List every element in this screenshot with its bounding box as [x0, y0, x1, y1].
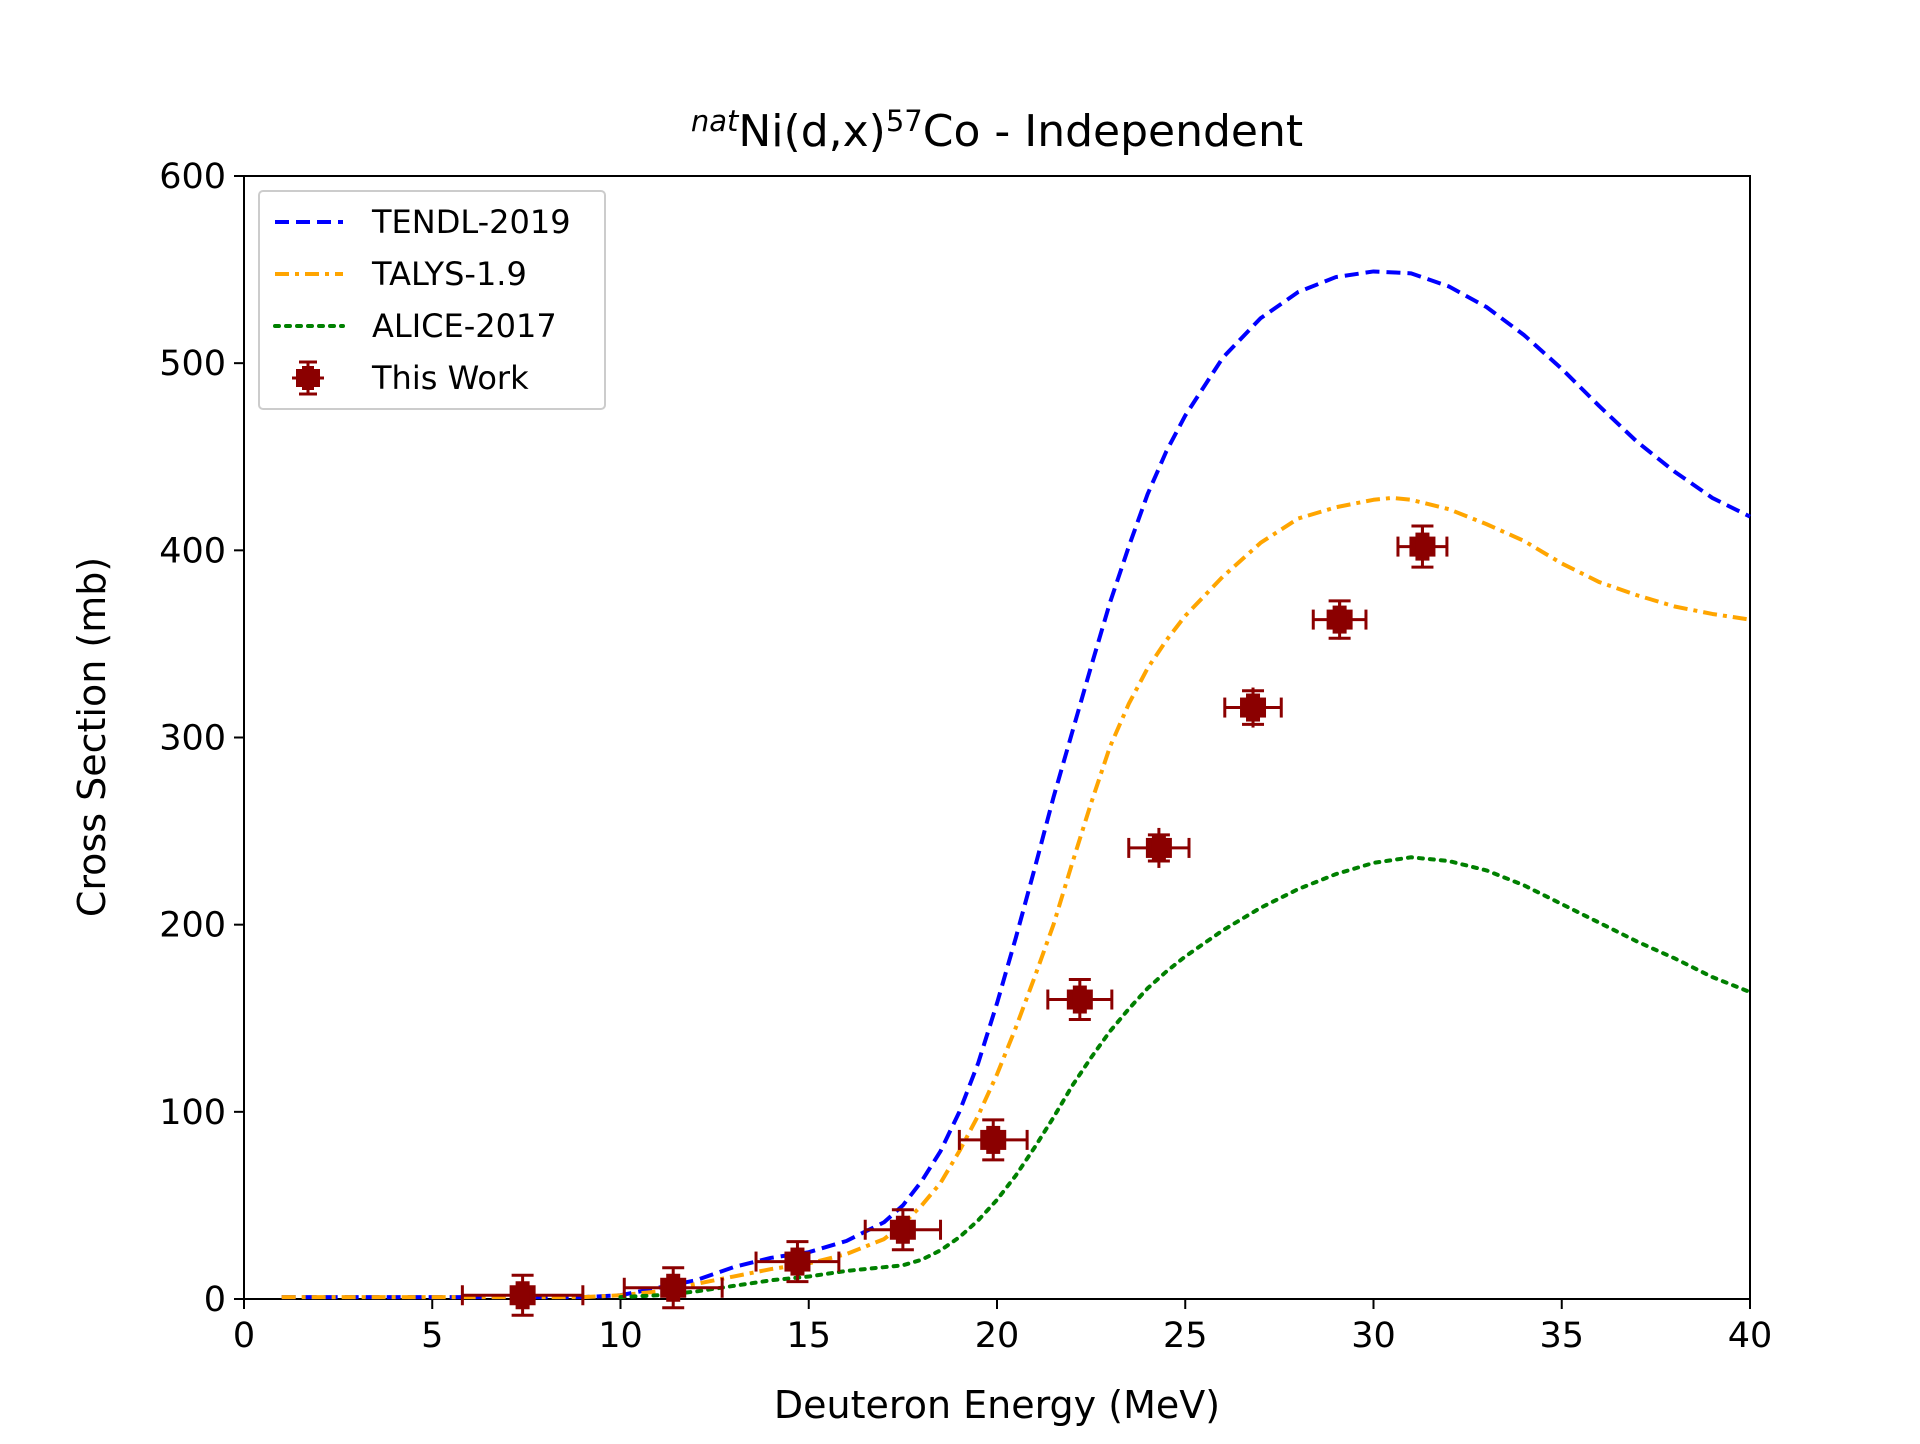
legend: TENDL-2019 TALYS-1.9 ALICE-2017 This Work — [258, 190, 606, 410]
y-tick-label: 0 — [204, 1280, 226, 1320]
legend-item: TENDL-2019 — [275, 203, 571, 241]
data-marker — [1072, 985, 1087, 1014]
data-marker — [1246, 693, 1261, 722]
x-tick-label: 15 — [786, 1316, 831, 1356]
data-point — [863, 1208, 943, 1252]
data-point — [957, 1118, 1029, 1162]
chart-title-product-mass: 57 — [886, 104, 923, 138]
x-axis-ticks: 0 5 10 15 20 25 30 35 40 — [233, 1299, 1772, 1356]
y-tick-label: 100 — [159, 1093, 226, 1133]
x-tick-label: 40 — [1728, 1316, 1773, 1356]
y-tick-label: 600 — [159, 157, 226, 197]
x-axis-label: Deuteron Energy (MeV) — [774, 1383, 1220, 1427]
legend-item: TALYS-1.9 — [275, 255, 527, 293]
y-tick-label: 400 — [159, 531, 226, 571]
x-tick-label: 25 — [1163, 1316, 1208, 1356]
data-marker — [515, 1281, 530, 1310]
data-marker — [666, 1273, 681, 1302]
legend-label: This Work — [371, 359, 529, 397]
series-this-work — [460, 524, 1449, 1317]
x-tick-label: 0 — [233, 1316, 255, 1356]
chart-title-product: Co - Independent — [923, 106, 1303, 157]
x-tick-label: 30 — [1351, 1316, 1396, 1356]
x-tick-label: 35 — [1539, 1316, 1584, 1356]
data-marker — [1415, 532, 1430, 561]
x-tick-label: 5 — [421, 1316, 443, 1356]
y-tick-label: 500 — [159, 344, 226, 384]
chart-title-target: Ni(d,x) — [738, 106, 885, 157]
y-axis-label: Cross Section (mb) — [70, 557, 114, 917]
legend-label: TALYS-1.9 — [371, 255, 527, 293]
x-tick-label: 20 — [975, 1316, 1020, 1356]
data-point — [622, 1266, 724, 1310]
data-marker — [895, 1215, 910, 1244]
series-line-alice-2017 — [618, 855, 1752, 1300]
data-marker — [986, 1125, 1001, 1154]
data-point — [1046, 978, 1114, 1022]
data-marker — [1332, 605, 1347, 634]
y-axis-ticks: 0 100 200 300 400 500 600 — [159, 157, 244, 1320]
chart-title: natNi(d,x)57Co - Independent — [691, 104, 1303, 157]
legend-item: ALICE-2017 — [273, 307, 557, 345]
chart-title-prefix: nat — [691, 104, 740, 138]
legend-swatch — [302, 366, 314, 390]
y-tick-label: 300 — [159, 719, 226, 759]
data-marker — [1151, 833, 1166, 862]
legend-item: This Work — [292, 359, 529, 397]
data-point — [1311, 599, 1368, 640]
legend-label: ALICE-2017 — [372, 307, 557, 345]
data-point — [1127, 827, 1191, 868]
data-point — [754, 1240, 841, 1284]
legend-box — [258, 190, 606, 410]
x-tick-label: 10 — [598, 1316, 643, 1356]
data-point — [1223, 687, 1283, 728]
data-point — [460, 1273, 585, 1317]
data-point — [1396, 524, 1449, 569]
data-marker — [790, 1247, 805, 1276]
legend-label: TENDL-2019 — [371, 203, 571, 241]
y-tick-label: 200 — [159, 906, 226, 946]
series-layer — [281, 269, 1752, 1317]
